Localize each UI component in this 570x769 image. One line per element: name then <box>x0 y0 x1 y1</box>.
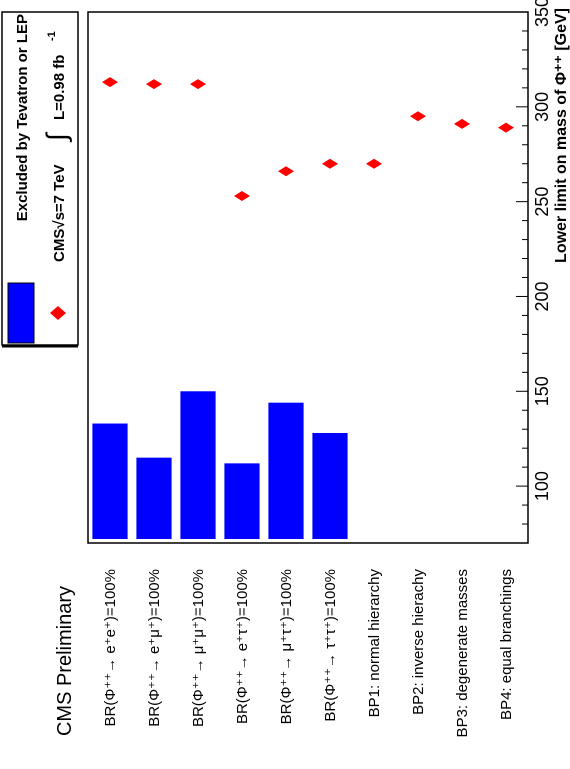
category-label: BP3: degenerate masses <box>454 569 471 737</box>
category-label: BR(Φ⁺⁺→ e⁺τ⁺)=100% <box>234 569 251 724</box>
tick-label: 350 <box>532 0 552 27</box>
bar <box>312 433 348 539</box>
limit-marker <box>102 77 118 88</box>
tick-label: 150 <box>532 376 552 406</box>
limit-marker <box>366 158 382 169</box>
legend-marker-cms <box>50 306 66 320</box>
limit-marker <box>322 158 338 169</box>
limit-marker <box>278 166 294 177</box>
tick-label: 300 <box>532 92 552 122</box>
plot-area: 100 150 200 250 300 350 Lower limit on mass of… <box>1 0 570 737</box>
legend-label-lumi: L=0.98 fb <box>51 55 68 120</box>
limit-marker <box>234 190 250 201</box>
bar <box>268 402 304 539</box>
category-label: BR(Φ⁺⁺→ e⁺e⁺)=100% <box>102 569 119 726</box>
limit-marker <box>410 111 426 122</box>
integral-sign: ∫ <box>41 131 72 143</box>
legend-label-excluded: Excluded by Tevatron or LEP <box>14 14 31 221</box>
bar <box>224 463 260 539</box>
category-label: BP4: equal branchings <box>498 569 515 720</box>
category-label: BR(Φ⁺⁺→ e⁺μ⁺)=100% <box>146 569 163 727</box>
tick-label: 200 <box>532 281 552 311</box>
preliminary-label: CMS Preliminary <box>54 586 76 736</box>
category-label: BR(Φ⁺⁺→ μ⁺τ⁺)=100% <box>278 569 295 724</box>
limit-marker <box>454 118 470 129</box>
tick-label: 100 <box>532 471 552 501</box>
limit-marker <box>146 79 162 90</box>
legend-label-lumi-exp: -1 <box>46 31 58 41</box>
legend-label-cms: CMS√s=7 TeV <box>51 164 68 262</box>
axis-title: Lower limit on mass of Φ⁺⁺ [GeV] <box>553 8 570 263</box>
category-label: BR(Φ⁺⁺→ μ⁺μ⁺)=100% <box>190 569 207 727</box>
bar <box>180 391 216 539</box>
limit-marker <box>498 122 514 133</box>
legend-swatch-excluded <box>7 282 35 344</box>
tick-label: 250 <box>532 187 552 217</box>
category-label: BP1: normal hierarchy <box>366 569 383 718</box>
category-label: BR(Φ⁺⁺→ τ⁺τ⁺)=100% <box>322 569 339 722</box>
limit-marker <box>190 79 206 90</box>
category-label: BP2: inverse hierachy <box>410 569 427 715</box>
bar <box>92 423 128 539</box>
bar <box>136 457 172 539</box>
